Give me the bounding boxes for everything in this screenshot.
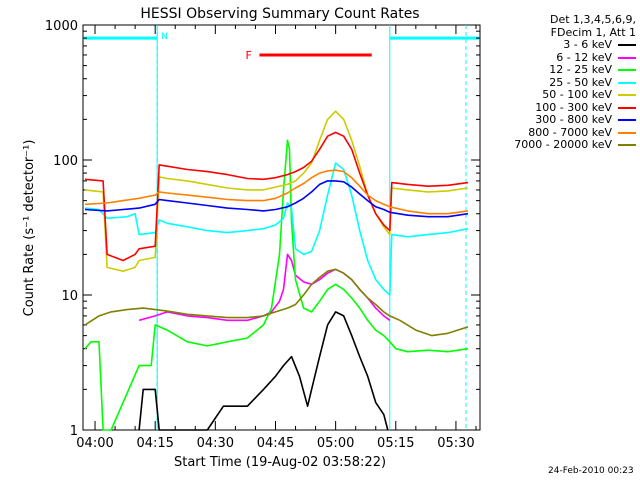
legend-item-label: 12 - 25 keV — [549, 63, 612, 76]
x-tick-label: 04:15 — [136, 436, 173, 451]
x-tick-labels: 04:00 04:15 04:30 04:45 05:00 05:15 05:30 — [76, 436, 474, 451]
legend-item: 12 - 25 keV — [478, 63, 636, 77]
legend-swatch — [618, 56, 636, 59]
x-axis-label: Start Time (19-Aug-02 03:58:22) — [174, 455, 386, 470]
chart-title: HESSI Observing Summary Count Rates — [140, 6, 419, 22]
x-tick-label: 05:30 — [437, 436, 474, 451]
night-flag-label: N — [161, 32, 168, 42]
x-tick-label: 05:00 — [317, 436, 354, 451]
legend-header-line-2: FDecim 1, Att 1 — [550, 25, 636, 39]
y-tick-label: 100 — [53, 154, 78, 169]
y-tick-label: 10 — [61, 289, 78, 304]
series-line-6-12-kev — [138, 253, 391, 322]
legend-swatch — [618, 69, 636, 72]
legend-header-line-1: Det 1,3,4,5,6,9, — [549, 13, 636, 26]
legend-item: 300 - 800 keV — [478, 113, 636, 127]
series-line-300-800-kev — [84, 180, 469, 218]
legend-item-label: 800 - 7000 keV — [528, 125, 612, 139]
legend-item: 800 - 7000 keV — [478, 125, 636, 140]
legend-swatch — [618, 94, 636, 97]
plot-frame — [82, 24, 481, 431]
legend-swatch — [618, 106, 636, 109]
series-line-50-100-kev — [84, 110, 469, 273]
legend-item-label: 300 - 800 keV — [535, 113, 612, 126]
legend-item: 7000 - 20000 keV — [478, 138, 636, 152]
legend: Det 1,3,4,5,6,9, FDecim 1, Att 1 3 - 6 k… — [478, 13, 636, 152]
legend-item: 25 - 50 keV — [478, 75, 636, 90]
flare-flag-label: F — [245, 49, 251, 62]
legend-item-label: 6 - 12 keV — [556, 50, 612, 64]
legend-swatch — [618, 119, 636, 122]
legend-swatch — [618, 44, 636, 47]
series-line-25-50-kev — [84, 162, 469, 296]
series-line-100-300-kev — [84, 131, 469, 262]
x-tick-label: 04:30 — [197, 436, 234, 451]
y-tick-label: 1000 — [45, 19, 78, 34]
legend-item-label: 100 - 300 keV — [535, 100, 612, 114]
x-tick-label: 04:45 — [257, 436, 294, 451]
axis-ticks — [83, 25, 480, 431]
legend-item: 6 - 12 keV — [478, 50, 636, 65]
x-tick-label: 05:15 — [377, 436, 414, 451]
legend-swatch — [618, 144, 636, 147]
legend-item: 50 - 100 keV — [478, 88, 636, 102]
y-axis-label: Count Rate (s⁻¹ detector⁻¹) — [22, 140, 37, 317]
legend-item-label: 50 - 100 keV — [542, 88, 612, 101]
series-line-12-25-kev — [84, 139, 469, 431]
legend-item: 100 - 300 keV — [478, 100, 636, 115]
legend-item-label: 7000 - 20000 keV — [514, 138, 612, 151]
y-tick-labels: 1 10 100 1000 — [45, 19, 78, 439]
flags: F — [245, 49, 372, 62]
series-line-7000-20000-kev — [84, 268, 469, 337]
footer-date: 24-Feb-2010 00:23 — [548, 466, 634, 476]
legend-rows: 3 - 6 keV 6 - 12 keV 12 - 25 keV 25 - 50 ke… — [478, 38, 636, 152]
legend-item: 3 - 6 keV — [478, 38, 636, 52]
legend-swatch — [618, 81, 636, 84]
y-tick-label: 1 — [70, 424, 78, 439]
legend-item-label: 25 - 50 keV — [549, 75, 612, 89]
x-tick-label: 04:00 — [76, 436, 113, 451]
series-lines — [84, 110, 469, 431]
legend-item-label: 3 - 6 keV — [563, 38, 612, 51]
legend-swatch — [618, 131, 636, 134]
series-line-3-6-kev — [138, 311, 389, 431]
series-line-800-7000-kev — [84, 169, 469, 215]
